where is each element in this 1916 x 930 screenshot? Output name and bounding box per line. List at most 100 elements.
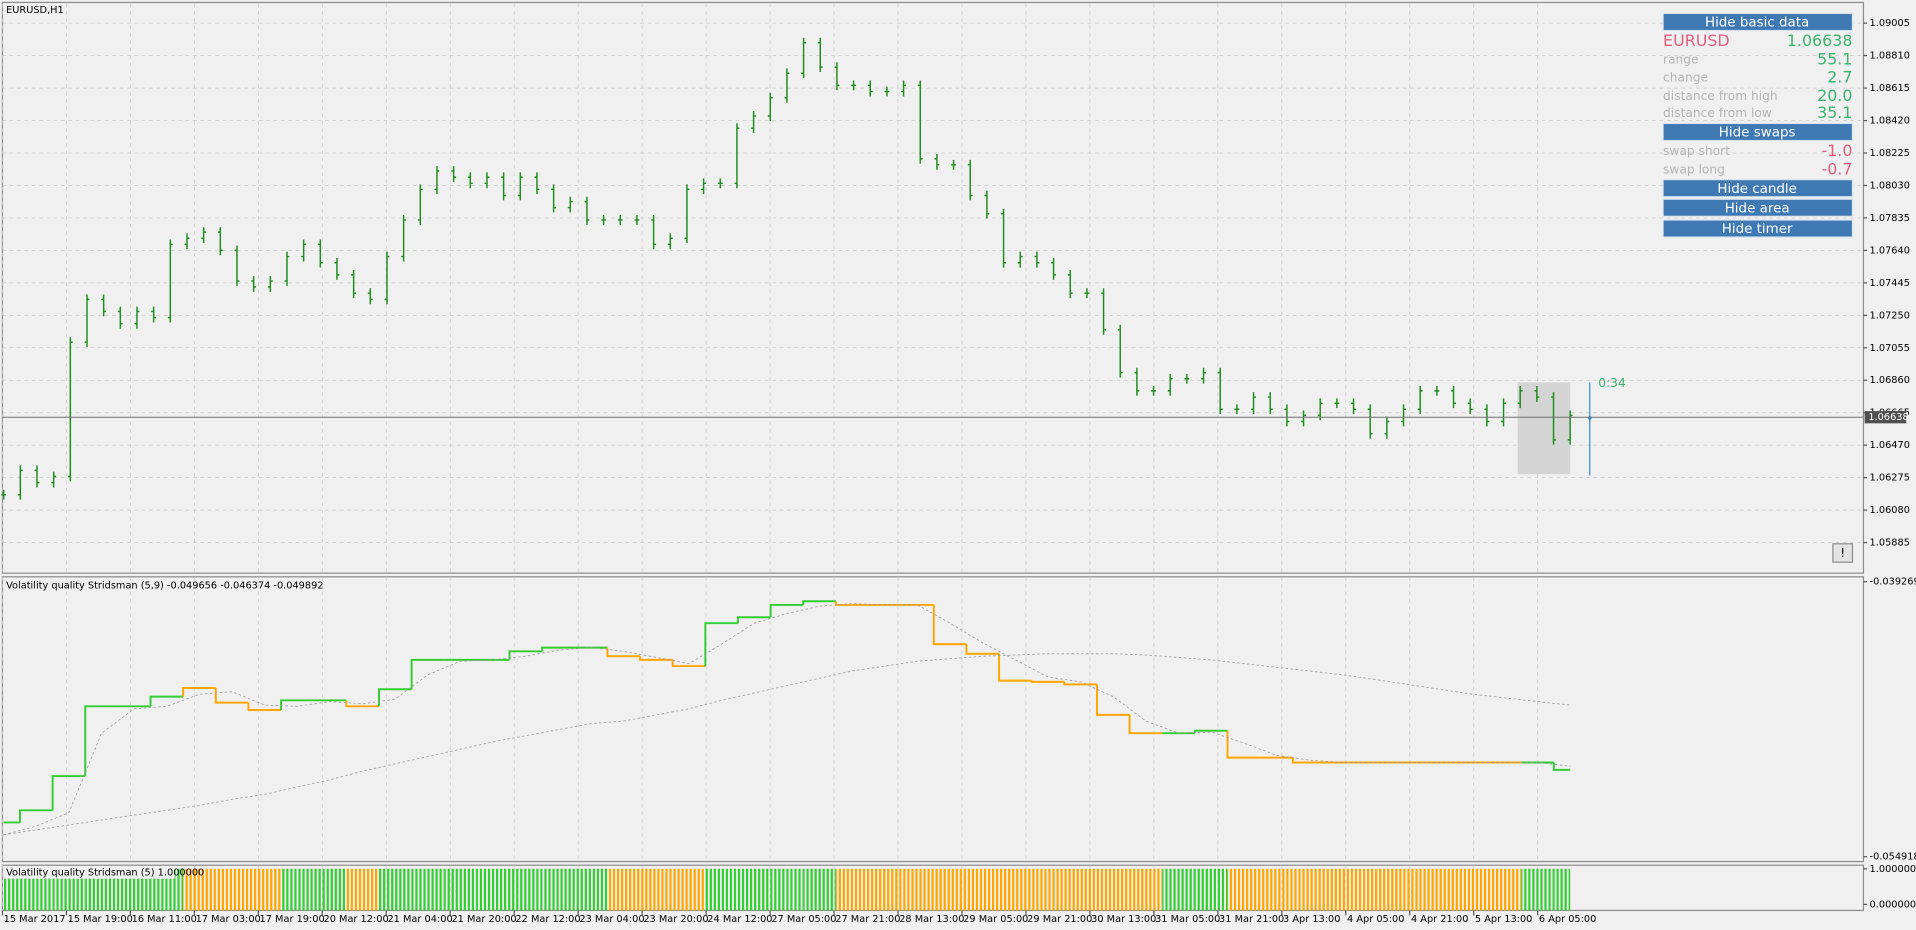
- hist-bar: [770, 868, 804, 911]
- hist-bar: [1521, 868, 1554, 911]
- x-tick-label: 23 Mar 20:00: [643, 914, 708, 925]
- price-bar: [1417, 386, 1423, 415]
- signal-line: [3, 603, 1571, 836]
- price-bar: [1234, 404, 1240, 415]
- x-tick-label: 6 Apr 05:00: [1539, 914, 1596, 925]
- step-line: [769, 603, 804, 618]
- x-tick-label: 29 Mar 05:00: [963, 914, 1028, 925]
- button-label[interactable]: Hide area: [1725, 201, 1790, 216]
- y-tick-label: 1.07835: [1870, 213, 1910, 224]
- hist-bar: [1227, 868, 1261, 911]
- price-bar: [884, 86, 890, 97]
- price-bar: [717, 178, 723, 189]
- x-tick-label: 30 Mar 13:00: [1091, 914, 1156, 925]
- price-bar: [184, 233, 190, 250]
- button[interactable]: Hide candle: [1662, 179, 1854, 198]
- button-bg[interactable]: [1662, 198, 1854, 217]
- price-bar: [801, 37, 807, 79]
- timer: 0:34: [1598, 376, 1626, 390]
- y-tick-label: 1.05885: [1870, 538, 1910, 549]
- button[interactable]: Hide area: [1662, 198, 1854, 217]
- step-line: [704, 622, 738, 667]
- button-bg[interactable]: [1662, 12, 1854, 32]
- price-bar: [134, 306, 140, 329]
- button-label[interactable]: Hide swaps: [1719, 126, 1796, 141]
- hist-bar: [1455, 868, 1489, 911]
- price-bar: [984, 190, 990, 219]
- price-bar: [467, 172, 473, 189]
- hist-bar: [966, 868, 1000, 911]
- hist-bar: [1358, 868, 1391, 911]
- step-line: [998, 653, 1032, 682]
- button-bg[interactable]: [1662, 219, 1854, 238]
- current-price-label: 1.06638: [1868, 412, 1908, 423]
- price-bar: [1351, 398, 1356, 415]
- button-label[interactable]: Hide timer: [1722, 222, 1793, 237]
- price-bar: [1401, 404, 1406, 427]
- button[interactable]: Hide timer: [1662, 219, 1854, 238]
- hist-bar: [705, 868, 738, 911]
- button-bg[interactable]: [1662, 179, 1854, 198]
- price-bar: [1001, 208, 1007, 268]
- price-bar: [67, 337, 73, 482]
- x-tick-label: 15 Mar 19:00: [68, 914, 133, 925]
- swap-value: -0.7: [1821, 159, 1852, 178]
- step-line: [149, 695, 184, 707]
- signal-line: [3, 653, 1571, 836]
- histogram-title: Volatility quality Stridsman (5) 1.00000…: [6, 868, 204, 879]
- price-bar: [1251, 392, 1256, 415]
- price-bar: [317, 239, 323, 268]
- price-bar: [1551, 392, 1556, 445]
- button[interactable]: Hide basic data: [1662, 12, 1854, 32]
- price-bar: [917, 80, 923, 164]
- price-bar: [634, 215, 640, 225]
- hist-bar: [1162, 868, 1195, 911]
- price-bar: [301, 239, 307, 262]
- button[interactable]: Hide swaps: [1662, 122, 1854, 142]
- step-line: [736, 616, 771, 624]
- hist-bar: [411, 868, 445, 911]
- step-line: [247, 702, 282, 711]
- button-label[interactable]: Hide candle: [1717, 182, 1797, 197]
- alert-bg[interactable]: [1832, 543, 1854, 563]
- y-tick-label: 1.09005: [1870, 18, 1910, 29]
- button-bg[interactable]: [1662, 122, 1854, 142]
- y-tick-label: 1.06860: [1870, 375, 1910, 386]
- price-bar: [1, 489, 7, 500]
- price-bar: [1217, 367, 1223, 415]
- alert-button[interactable]: !: [1832, 543, 1854, 563]
- hist-bar: [476, 868, 510, 911]
- hist-bar: [346, 868, 379, 911]
- step-line: [182, 687, 216, 697]
- alert-label[interactable]: !: [1840, 546, 1845, 560]
- price-bar: [1034, 251, 1040, 268]
- price-bar: [417, 184, 423, 225]
- price-bar: [334, 257, 340, 280]
- grid-layer: [2, 3, 1864, 911]
- hist-bar: [1553, 868, 1571, 911]
- price-bar: [667, 233, 673, 250]
- x-tick-label: 31 Mar 05:00: [1155, 914, 1220, 925]
- step-line: [1095, 684, 1130, 716]
- indicator-title: Volatility quality Stridsman (5,9) -0.04…: [6, 580, 323, 591]
- x-tick-label: 23 Mar 04:00: [579, 914, 644, 925]
- price-bar: [934, 153, 940, 170]
- price-bar: [1451, 386, 1456, 409]
- price-bar: [101, 294, 107, 317]
- button-label[interactable]: Hide basic data: [1705, 16, 1809, 31]
- price-bar: [201, 227, 207, 244]
- step-line: [606, 647, 641, 658]
- price-bar: [1184, 373, 1190, 384]
- row-value: 55.1: [1817, 49, 1852, 68]
- hist-bar: [1064, 868, 1097, 911]
- price-bar: [817, 37, 823, 72]
- x-tick-label: 20 Mar 12:00: [324, 914, 389, 925]
- y-tick-label: 1.08030: [1870, 180, 1910, 191]
- step-line: [1226, 730, 1261, 759]
- price-bar: [1484, 404, 1490, 427]
- x-tick-label: 31 Mar 21:00: [1219, 914, 1284, 925]
- hist-bar: [868, 868, 902, 911]
- step-line: [19, 809, 53, 823]
- hist-bar: [1325, 868, 1359, 911]
- hist-bar: [672, 868, 706, 911]
